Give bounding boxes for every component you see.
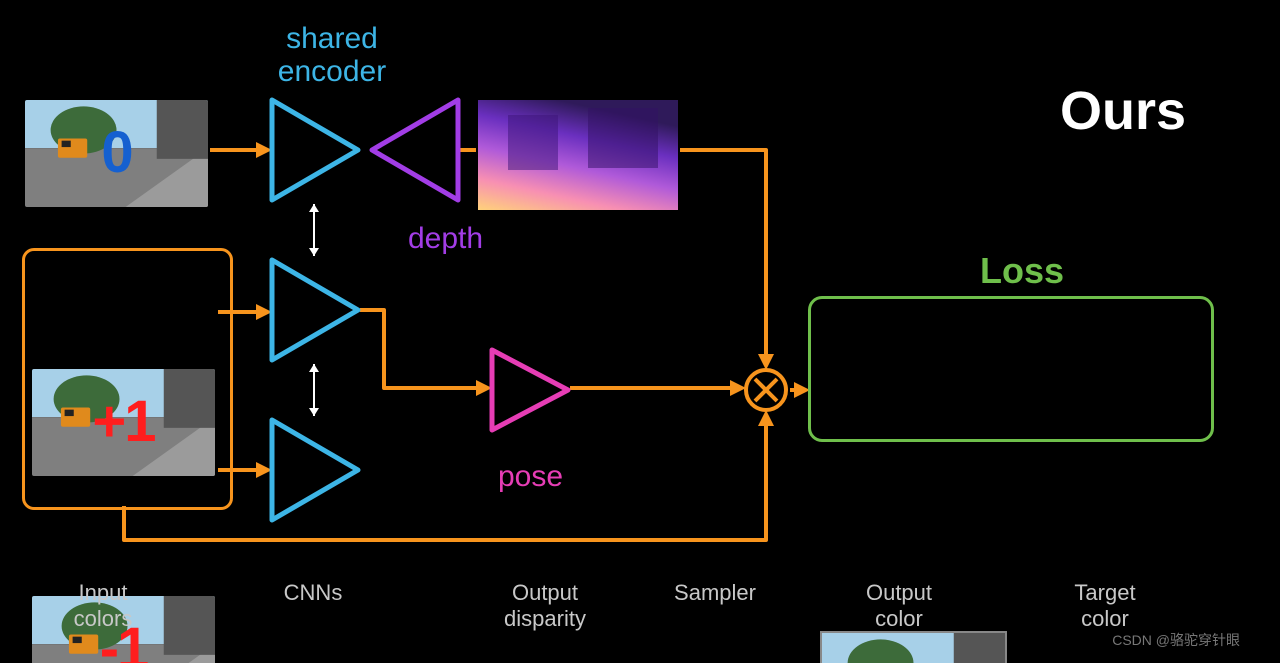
label-output-disparity: Outputdisparity xyxy=(470,580,620,633)
enc-join-to-pose xyxy=(360,310,488,388)
sampler-node xyxy=(746,370,786,410)
shared-weights-da1 xyxy=(309,204,319,256)
output-color-frame: 0 xyxy=(820,631,1007,663)
label-cnns: CNNs xyxy=(238,580,388,606)
triangle-enc1 xyxy=(272,260,358,360)
triangle-enc2 xyxy=(272,420,358,520)
input-frame-0: 0 xyxy=(25,100,208,207)
thumb-overlay: 0 xyxy=(898,652,928,663)
title-ours: Ours xyxy=(1060,80,1186,142)
thumb-overlay: 0 xyxy=(101,119,131,186)
label-shared-encoder: sharedencoder xyxy=(242,22,422,88)
label-pose: pose xyxy=(498,460,563,494)
label-depth: depth xyxy=(408,222,483,256)
triangle-enc0 xyxy=(272,100,358,200)
label-input-colors: Inputcolors xyxy=(28,580,178,633)
label-target-color: Targetcolor xyxy=(1030,580,1180,633)
label-loss: Loss xyxy=(962,250,1082,292)
watermark: CSDN @骆驼穿针眼 xyxy=(980,630,1240,650)
depthmap-to-sampler xyxy=(680,150,766,366)
label-sampler: Sampler xyxy=(640,580,790,606)
thumb-overlay: +1 xyxy=(92,388,154,455)
label-output-color: Outputcolor xyxy=(824,580,974,633)
input-frame-p1: +1 xyxy=(32,369,215,476)
loss-group xyxy=(808,296,1214,442)
triangle-dec_pose xyxy=(492,350,568,430)
triangle-dec_depth xyxy=(372,100,458,200)
shared-weights-da2 xyxy=(309,364,319,416)
